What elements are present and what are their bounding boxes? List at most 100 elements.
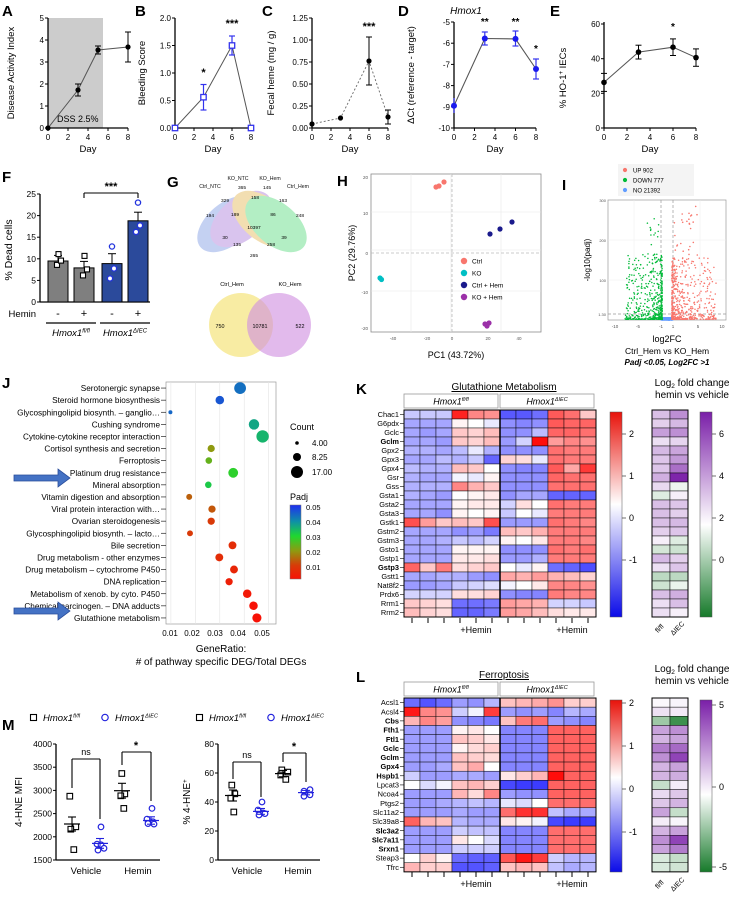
heatmap-cell [451,789,469,799]
heatmap-cell [451,798,469,809]
heatmap-cell [435,445,453,456]
svg-text:2: 2 [719,513,724,523]
svg-text:1.00: 1.00 [292,36,308,45]
heatmap-cell [483,752,501,763]
gene-label: Gstp3 [378,563,399,572]
svg-text:8: 8 [386,133,391,142]
heatmap-cell [403,825,421,836]
heatmap-cell [579,463,597,474]
heatmap-cell [467,798,485,809]
heatmap-cell [563,789,581,799]
svg-text:Ctrl_Hem: Ctrl_Hem [287,184,309,190]
panel-f-bars [47,220,149,303]
heatmap-cell [419,463,437,474]
pathway-label: Cushing syndrome [92,420,161,429]
svg-text:0.0: 0.0 [160,124,172,133]
panel-g-label: G [167,174,179,191]
heatmap-cell [467,853,485,863]
heatmap-cell [563,798,581,809]
heatmap-cell [563,761,581,772]
panel-h-label: H [337,173,348,190]
foldchange-cell [669,807,689,818]
heatmap-cell [547,770,565,781]
heatmap-cell [579,743,597,754]
foldchange-cell [651,409,671,420]
heatmap-cell [435,862,453,873]
heatmap-cell [451,472,469,483]
foldchange-cell [669,571,689,582]
heatmap-cell [531,798,549,809]
svg-text:Ctrl: Ctrl [472,259,483,266]
heatmap-cell [483,862,501,873]
heatmap-cell [499,725,517,735]
panel-d-yaxis: -5 -6 -7 -8 -9 -10 [438,18,450,133]
gene-label: Gstk1 [380,518,399,527]
heatmap-cell [435,789,453,799]
panel-k-fc-title-1: Log2 fold change [655,378,730,390]
heatmap-cell [547,780,565,790]
panel-j-xticks: 0.01 0.02 0.03 0.04 0.05 [162,629,270,638]
heatmap-cell [435,607,453,618]
heatmap-cell [435,770,453,781]
heatmap-cell [435,734,453,744]
foldchange-cell [669,743,689,754]
svg-text:1: 1 [629,471,634,481]
heatmap-cell [435,535,453,546]
heatmap-cell [579,553,597,564]
svg-text:0.02: 0.02 [184,629,200,638]
heatmap-cell [515,844,533,854]
heatmap-cell [499,580,517,591]
foldchange-cell [669,436,689,447]
heatmap-cell [515,706,533,717]
gene-label: Gstp1 [379,554,399,563]
heatmap-cell [531,454,549,465]
heatmap-cell [435,780,453,790]
svg-text:0: 0 [452,133,457,142]
heatmap-cell [419,807,437,818]
heatmap-cell [403,472,421,483]
heatmap-cell [499,816,517,827]
pathway-label: Drug metabolism - other enzymes [37,553,160,562]
heatmap-cell [419,780,437,790]
heatmap-cell [579,835,597,845]
heatmap-cell [499,835,517,845]
heatmap-cell [547,571,565,582]
svg-text:4: 4 [348,133,353,142]
panel-a-xlabel: Day [80,144,97,155]
panel-a-yaxis: 0 1 2 3 4 5 [40,14,48,133]
svg-text:2500: 2500 [33,809,52,819]
heatmap-cell [531,807,549,818]
foldchange-cell [669,481,689,492]
svg-text:1.5: 1.5 [160,42,172,51]
gene-label: Fth1 [383,726,399,735]
heatmap-cell [515,508,533,519]
heatmap-cell [483,706,501,717]
heatmap-cell [483,562,501,573]
heatmap-cell [403,798,421,809]
heatmap-cell [483,835,501,845]
panel-k-group2-box [499,393,595,409]
heatmap-cell [483,553,501,564]
heatmap-cell [547,418,565,429]
panel-i-xlabel: log2FC [652,334,682,344]
gene-label: Chac1 [378,410,399,419]
gene-label: Gclc [384,428,399,437]
svg-text:1: 1 [629,741,634,751]
svg-text:-40: -40 [390,336,397,341]
heatmap-cell [515,734,533,744]
svg-text:15: 15 [27,232,37,242]
panel-l-label: L [356,669,365,686]
svg-text:0: 0 [602,133,607,142]
heatmap-cell [435,580,453,591]
pathway-label: Cortisol synthesis and secretion [44,445,160,454]
pathway-label: Serotonergic synapse [81,384,161,393]
heatmap-cell [531,463,549,474]
heatmap-cell [579,697,597,708]
svg-text:Hmox1fl/fl: Hmox1fl/fl [209,713,247,724]
heatmap-cell [403,445,421,456]
svg-text:40: 40 [516,336,522,341]
gene-label: Steap3 [376,854,399,863]
svg-text:6: 6 [230,133,235,142]
svg-text:-1: -1 [629,827,637,837]
heatmap-cell [579,706,597,717]
